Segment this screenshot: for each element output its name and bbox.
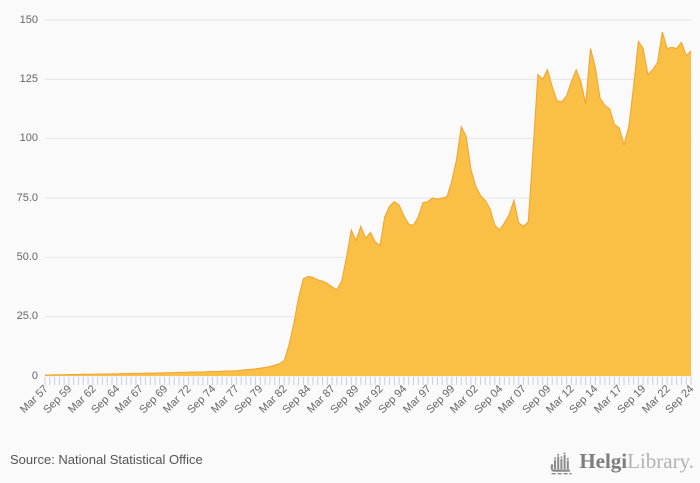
source-label: Source: National Statistical Office: [10, 452, 203, 467]
y-tick-label: 125: [19, 72, 38, 85]
y-tick-label: 0: [31, 369, 38, 382]
chart-canvas: [44, 19, 692, 385]
area-series: [45, 31, 691, 377]
area-chart: 150 125 100 75.0 50.0 25.0 0 Mar 57 Sep 59 Mar 6…: [16, 13, 697, 417]
series-line: [45, 31, 692, 376]
y-tick-label: 25.0: [16, 310, 38, 323]
y-tick-label: 150: [19, 13, 38, 26]
chart-footer: Source: National Statistical Office: [0, 440, 700, 483]
logo-text-library: Library.: [627, 448, 694, 473]
y-tick-label: 100: [19, 132, 38, 145]
y-tick-label: 50.0: [16, 250, 38, 263]
helgi-library-logo: HelgiLibrary.: [548, 443, 694, 479]
y-tick-label: 75.0: [16, 191, 38, 204]
logo-text-helgi: Helgi: [579, 448, 628, 473]
helgi-ship-icon: [550, 452, 573, 475]
logo-text: HelgiLibrary.: [579, 449, 694, 474]
